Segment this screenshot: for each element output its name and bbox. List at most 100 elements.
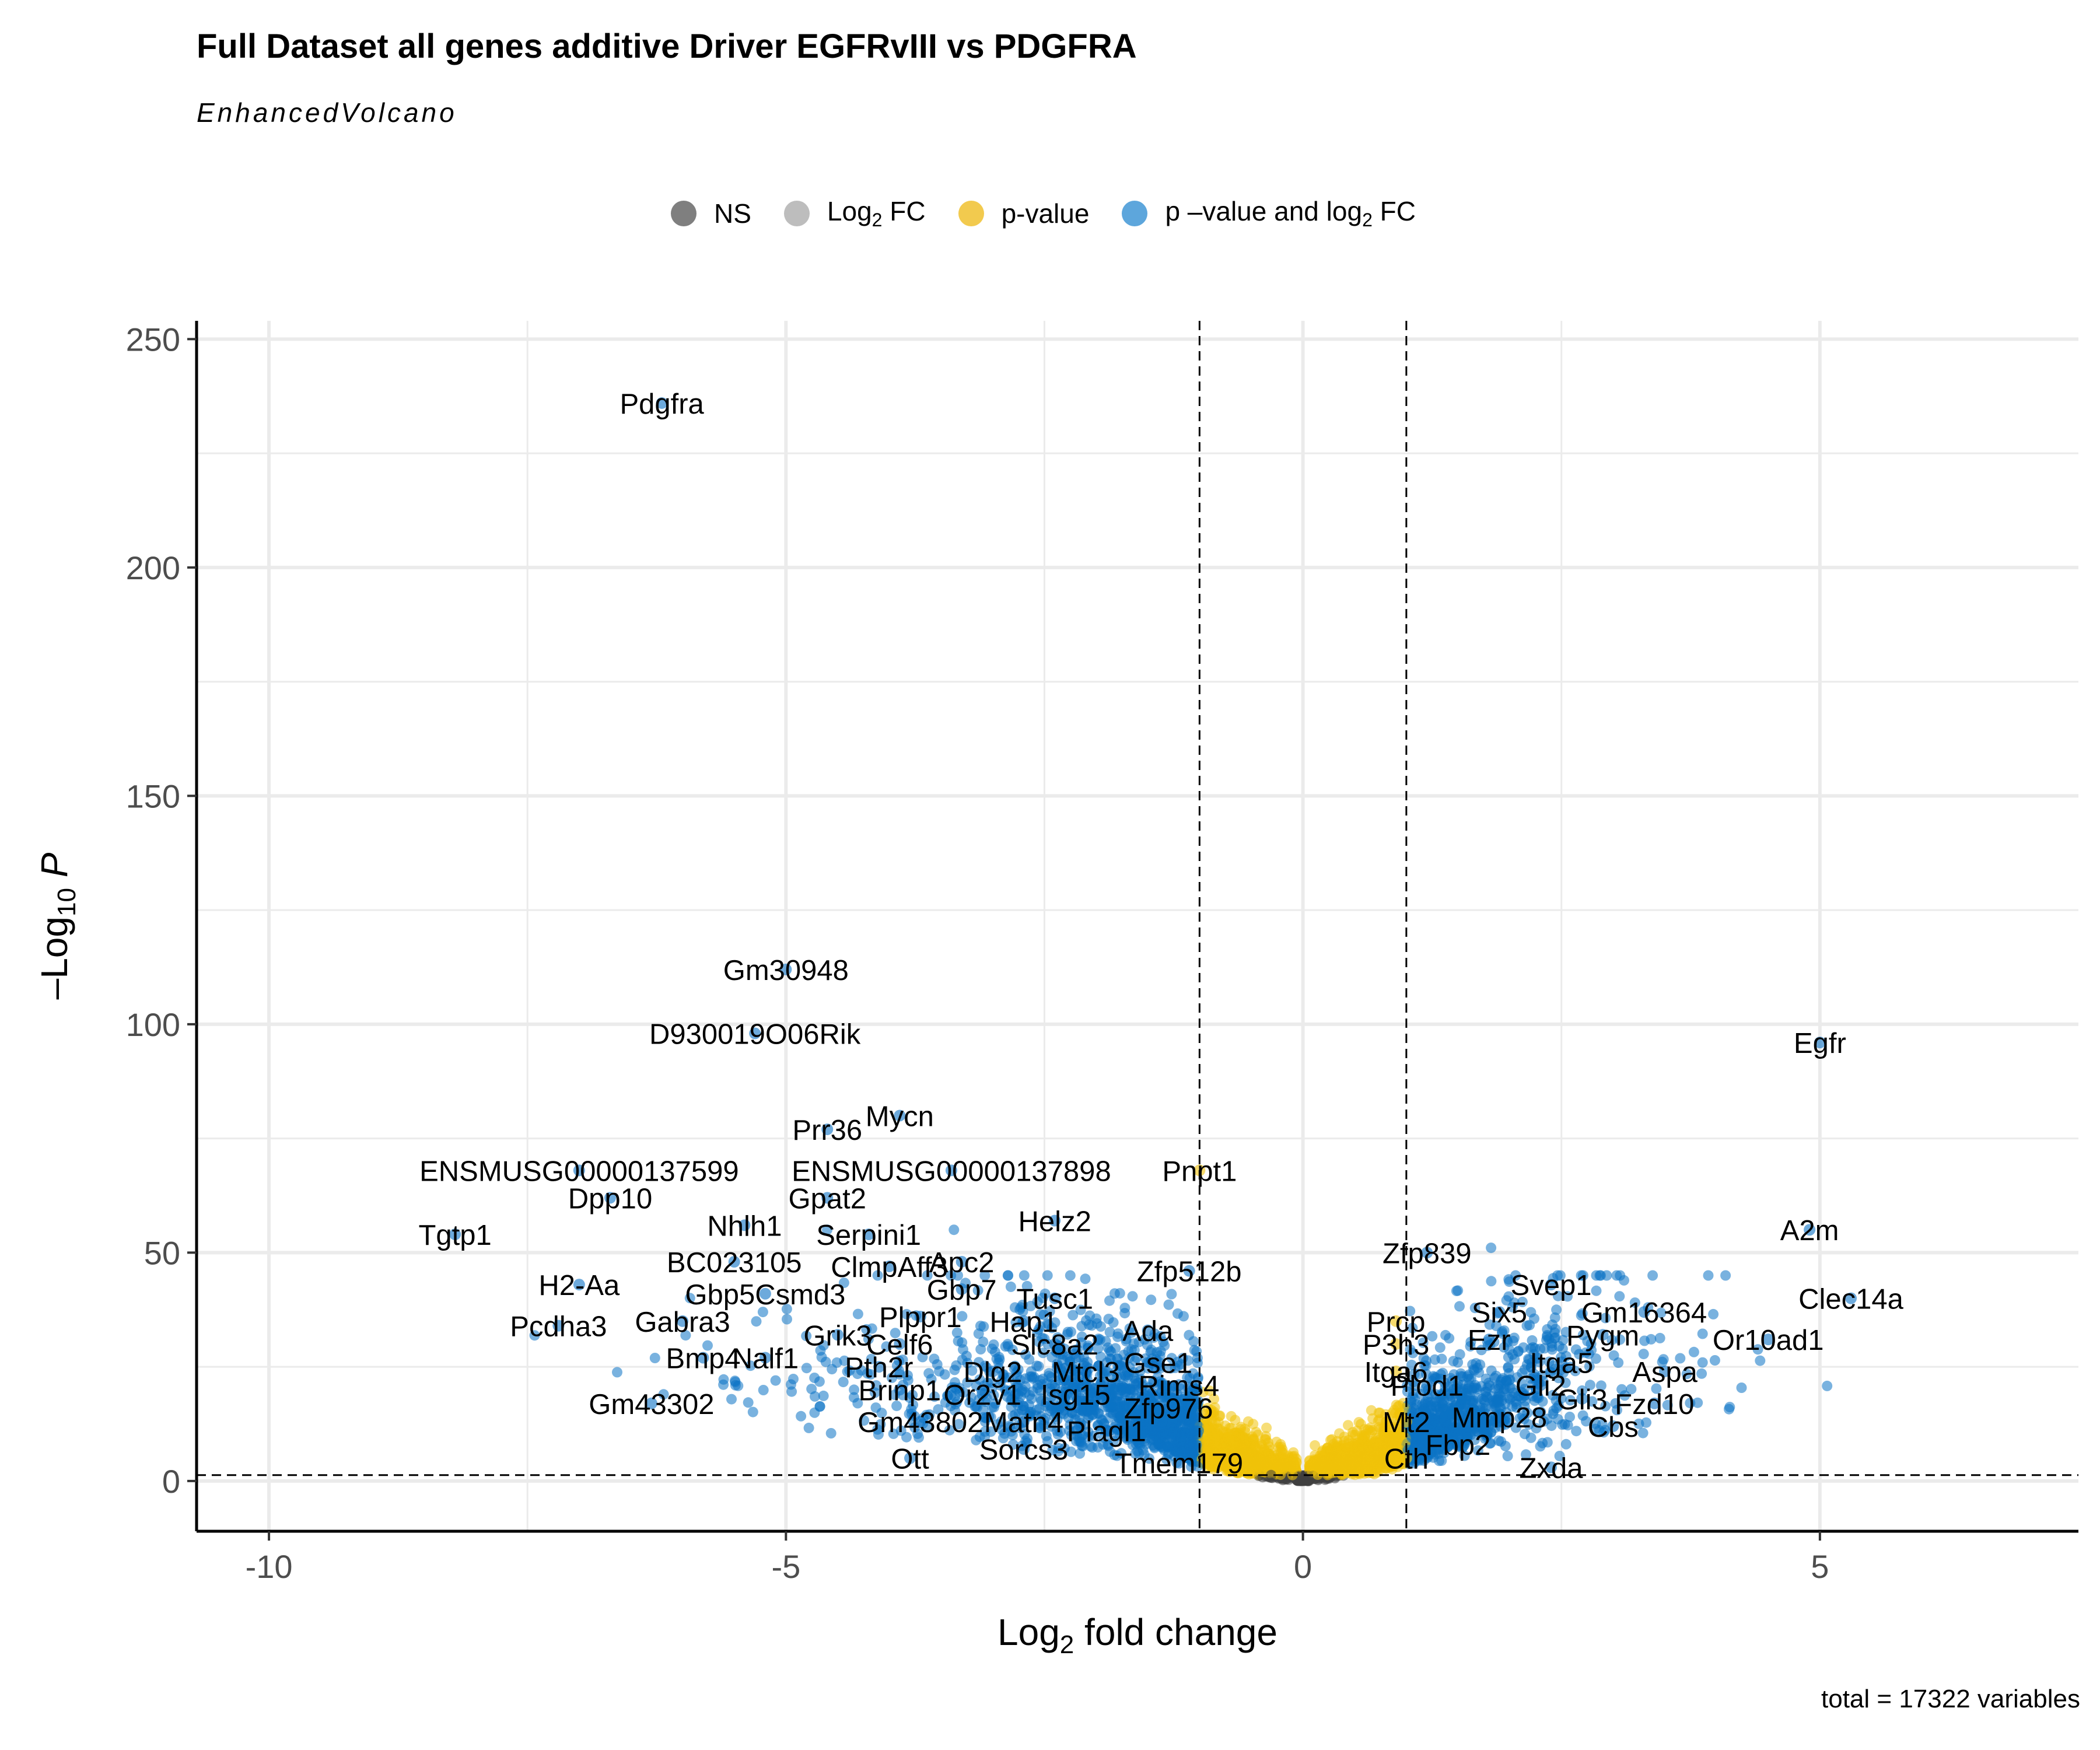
data-point xyxy=(1248,1433,1259,1444)
legend-pvalue-and-log2fc-label: p –value and log2 FC xyxy=(1165,196,1416,231)
data-point xyxy=(1044,1306,1055,1317)
gene-label: Brinp1 xyxy=(858,1375,941,1406)
gene-label: Pdgfra xyxy=(620,388,704,420)
data-point xyxy=(1119,1303,1130,1314)
data-point xyxy=(1692,1397,1703,1408)
data-point xyxy=(827,1364,838,1375)
data-point xyxy=(1565,1395,1576,1406)
gene-label: Gm43302 xyxy=(589,1389,714,1420)
legend-ns-marker xyxy=(671,201,696,226)
data-point xyxy=(1209,1394,1220,1405)
legend-pvalue: p-value xyxy=(958,198,1089,229)
data-point xyxy=(1560,1438,1572,1450)
data-point xyxy=(1503,1368,1514,1379)
data-point xyxy=(1186,1437,1197,1448)
gene-label: Pygm xyxy=(1566,1320,1639,1352)
data-point xyxy=(649,1353,660,1363)
data-point xyxy=(1387,1464,1398,1475)
data-point xyxy=(951,1360,962,1371)
gene-label: Helz2 xyxy=(1019,1206,1091,1238)
data-point xyxy=(881,1341,892,1352)
legend-log2fc: Log2 FC xyxy=(783,195,926,231)
data-point xyxy=(848,1392,859,1403)
data-point xyxy=(1407,1322,1418,1334)
data-point xyxy=(1614,1291,1625,1302)
data-point xyxy=(1204,1385,1215,1396)
gene-label: Gbp5Csmd3 xyxy=(685,1279,845,1311)
data-point xyxy=(1507,1301,1518,1312)
data-point xyxy=(1495,1380,1506,1390)
data-point xyxy=(1021,1280,1032,1292)
x-axis-title-part: fold change xyxy=(1074,1611,1278,1653)
data-point xyxy=(1236,1422,1247,1433)
data-point xyxy=(1352,1425,1363,1436)
caption: total = 17322 variables xyxy=(1821,1685,2080,1713)
data-point xyxy=(1564,1412,1575,1422)
data-point xyxy=(1083,1320,1094,1330)
data-point xyxy=(1230,1415,1241,1426)
data-point xyxy=(1024,1371,1035,1382)
data-point xyxy=(1465,1340,1476,1352)
data-point xyxy=(1703,1270,1714,1281)
data-point xyxy=(1442,1381,1453,1392)
data-point xyxy=(788,1374,799,1384)
data-point xyxy=(1736,1382,1747,1393)
gene-label: Svep1 xyxy=(1511,1270,1592,1301)
data-point xyxy=(1510,1422,1521,1433)
gene-label: Tgtp1 xyxy=(418,1220,491,1251)
data-point xyxy=(1576,1310,1587,1321)
legend-ns-label: NS xyxy=(714,198,751,229)
data-point xyxy=(1697,1357,1708,1368)
data-point xyxy=(1251,1455,1262,1466)
gene-label: Serpini1 xyxy=(816,1220,921,1251)
data-point xyxy=(743,1397,754,1408)
gene-label: Gabra3 xyxy=(635,1307,730,1338)
data-point xyxy=(816,1352,827,1363)
data-point xyxy=(1156,1429,1167,1440)
data-point xyxy=(1525,1307,1536,1318)
data-point xyxy=(1720,1270,1731,1281)
gene-label: Fbp2 xyxy=(1426,1430,1491,1461)
data-point xyxy=(1266,1469,1277,1480)
data-point xyxy=(1208,1445,1219,1456)
data-point xyxy=(1038,1348,1048,1359)
data-point xyxy=(891,1401,902,1412)
data-point xyxy=(1360,1441,1371,1451)
data-point xyxy=(1135,1366,1146,1377)
gene-label: D930019O06Rik xyxy=(649,1019,861,1051)
gene-label: Prr36 xyxy=(792,1115,862,1146)
data-point xyxy=(1178,1311,1189,1322)
data-point xyxy=(1409,1368,1420,1380)
data-point xyxy=(1240,1457,1251,1468)
data-point xyxy=(1019,1270,1030,1281)
data-point xyxy=(849,1384,860,1395)
data-point xyxy=(1503,1291,1514,1302)
data-point xyxy=(1440,1329,1451,1340)
data-point xyxy=(1345,1465,1356,1476)
data-point xyxy=(1576,1270,1587,1281)
data-point xyxy=(929,1353,940,1364)
data-point xyxy=(726,1394,737,1405)
legend-log2fc-label: Log2 FC xyxy=(827,196,926,231)
data-point xyxy=(1484,1380,1495,1391)
gene-label: Ott xyxy=(891,1444,929,1475)
data-point xyxy=(1521,1449,1531,1460)
data-point xyxy=(1380,1441,1391,1452)
data-point xyxy=(1591,1270,1602,1281)
gene-label: Clec14a xyxy=(1798,1284,1904,1315)
data-point xyxy=(1454,1301,1465,1312)
y-tick-label: 200 xyxy=(126,550,180,586)
data-point xyxy=(1577,1410,1588,1421)
data-point xyxy=(1647,1270,1658,1281)
data-point xyxy=(1570,1344,1581,1355)
data-point xyxy=(1343,1420,1353,1431)
data-point xyxy=(1696,1368,1707,1379)
data-point xyxy=(1307,1465,1318,1476)
gene-label: ENSMUSG00000137898 xyxy=(792,1156,1111,1187)
data-point xyxy=(1615,1334,1626,1345)
data-point xyxy=(1353,1417,1364,1428)
gene-label: Zfp839 xyxy=(1382,1238,1472,1269)
data-point xyxy=(1391,1448,1402,1459)
gene-label: Plod1 xyxy=(1391,1370,1464,1402)
data-point xyxy=(1654,1332,1665,1343)
